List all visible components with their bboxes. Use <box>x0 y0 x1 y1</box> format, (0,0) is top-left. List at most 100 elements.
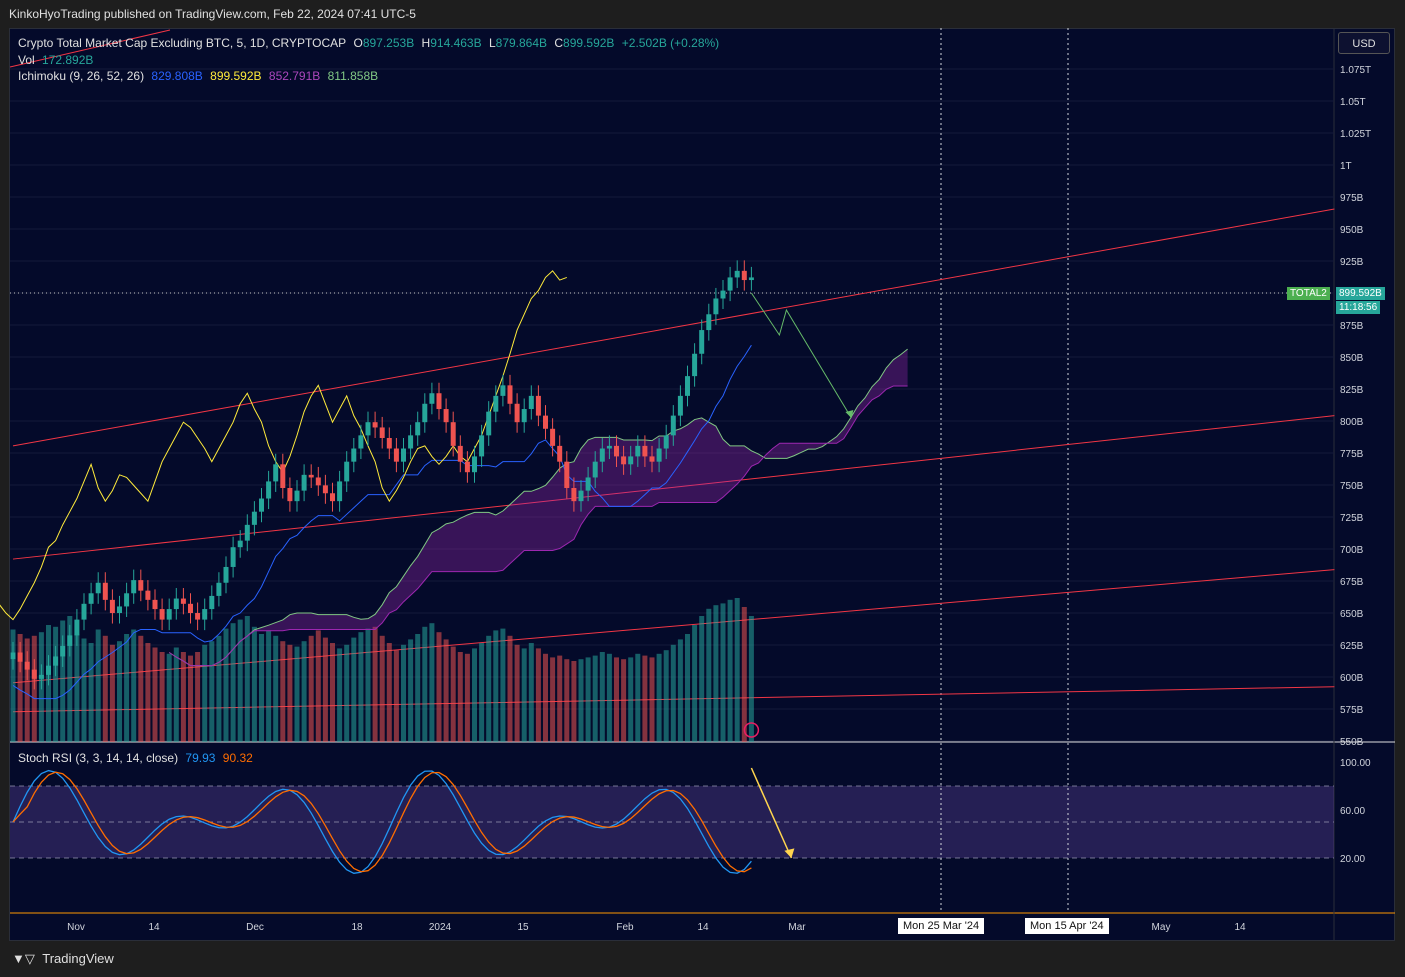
candle-body <box>635 445 641 457</box>
candle-body <box>152 599 158 610</box>
volume-bar <box>677 639 683 742</box>
projection-arrow <box>750 292 852 419</box>
volume-bar <box>393 650 399 742</box>
candle-body <box>564 461 570 488</box>
volume-bar <box>358 632 364 742</box>
volume-bar <box>464 653 470 742</box>
vol-label[interactable]: Vol <box>18 53 35 67</box>
candle-body <box>670 415 676 436</box>
candle-body <box>351 448 357 462</box>
volume-bar <box>720 603 726 742</box>
stoch-forecast-arrowhead <box>784 848 795 858</box>
candle-body <box>429 393 435 404</box>
volume-bar <box>606 653 612 742</box>
crosshair-date-2: Mon 15 Apr '24 <box>1025 918 1109 934</box>
candle-body <box>67 635 73 646</box>
volume-bar <box>294 646 300 742</box>
ichimoku-lead-a <box>168 348 908 667</box>
price-tick-label: 1.025T <box>1340 129 1371 140</box>
publisher-bar: KinkoHyoTrading published on TradingView… <box>0 0 1405 28</box>
volume-bar <box>152 647 158 742</box>
candle-body <box>706 314 712 331</box>
symbol-tag: TOTAL2 <box>1287 287 1330 300</box>
candle-body <box>244 524 250 541</box>
ichimoku-label[interactable]: Ichimoku (9, 26, 52, 26) <box>18 69 145 83</box>
time-tick-label: Mar <box>788 922 806 933</box>
price-tick-label: 750B <box>1340 481 1364 492</box>
volume-bar <box>486 635 492 742</box>
volume-bar <box>88 643 94 742</box>
price-tick-label: 675B <box>1340 577 1364 588</box>
channel-line-top <box>9 29 171 68</box>
candle-body <box>216 582 222 596</box>
candle-body <box>500 385 506 396</box>
vol-legend: Vol 172.892B <box>18 53 97 67</box>
candle-body <box>322 485 328 494</box>
volume-bar <box>429 623 435 742</box>
volume-bar <box>599 652 605 742</box>
volume-bar <box>109 644 115 742</box>
stoch-legend: Stoch RSI (3, 3, 14, 14, close) 79.93 90… <box>18 751 257 765</box>
volume-bar <box>401 644 406 742</box>
candle-body <box>550 428 556 446</box>
candle-body <box>266 481 272 499</box>
candle-body <box>436 393 442 410</box>
candle-body <box>734 270 740 278</box>
price-tick-label: 700B <box>1340 545 1364 556</box>
volume-bar <box>251 626 257 742</box>
footer-brand[interactable]: ▼▽ TradingView <box>12 951 114 967</box>
time-tick-label: May <box>1152 922 1171 933</box>
candle-body <box>81 603 87 620</box>
price-tick-label: 800B <box>1340 417 1364 428</box>
candle-body <box>521 409 527 423</box>
volume-bar <box>614 657 619 742</box>
volume-bar <box>124 634 130 742</box>
volume-bar <box>53 626 59 742</box>
candle-body <box>337 481 343 502</box>
volume-bar <box>500 628 506 742</box>
volume-bar <box>493 630 499 742</box>
candle-body <box>237 540 243 548</box>
candle-body <box>408 435 414 449</box>
volume-bar <box>166 653 172 742</box>
ichimoku-conversion <box>12 344 752 700</box>
volume-bar <box>330 643 335 742</box>
volume-bar <box>74 634 80 742</box>
candle-body <box>223 566 229 583</box>
candle-body <box>571 487 577 502</box>
volume-bar <box>223 628 229 742</box>
legend-title[interactable]: Crypto Total Market Cap Excluding BTC, 5… <box>18 36 347 50</box>
currency-button[interactable]: USD <box>1338 32 1390 54</box>
channel-line <box>12 208 1335 447</box>
candle-body <box>685 376 690 396</box>
volume-bar <box>592 655 598 742</box>
candle-body <box>294 490 300 502</box>
candle-body <box>209 595 215 610</box>
volume-bar <box>507 635 513 742</box>
price-tick-label: 875B <box>1340 321 1364 332</box>
candle-body <box>443 409 449 423</box>
time-tick-label: Feb <box>616 922 634 933</box>
candle-body <box>656 448 662 462</box>
event-marker-icon <box>743 722 760 738</box>
candle-body <box>592 461 598 478</box>
ichimoku-value-3: 852.791B <box>268 69 321 83</box>
volume-bar <box>621 659 627 742</box>
candle-body <box>344 461 350 482</box>
candle-body <box>677 395 683 416</box>
candle-body <box>131 580 137 594</box>
stoch-d-value: 90.32 <box>222 751 253 765</box>
volume-bar <box>287 644 293 742</box>
price-tick-label: 825B <box>1340 385 1364 396</box>
volume-bar <box>578 659 584 742</box>
stoch-label[interactable]: Stoch RSI (3, 3, 14, 14, close) <box>18 751 179 765</box>
candle-body <box>699 330 705 354</box>
candle-body <box>88 593 94 604</box>
volume-bar <box>628 657 634 742</box>
candle-body <box>472 456 477 473</box>
candle-body <box>46 665 51 675</box>
legend-o-value: 897.253B <box>362 36 415 50</box>
candle-body <box>663 435 669 449</box>
volume-bar <box>138 635 144 742</box>
